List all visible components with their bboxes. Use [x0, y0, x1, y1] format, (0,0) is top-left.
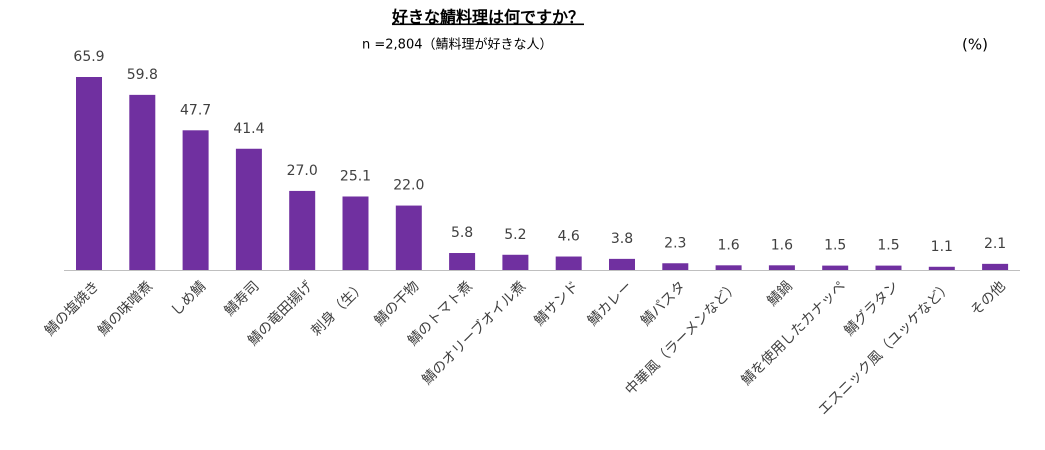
- x-tick-label: 鯖のオリーブオイル煮: [419, 278, 529, 388]
- data-label: 1.6: [771, 237, 793, 253]
- bar: [768, 265, 795, 270]
- bar: [555, 256, 582, 270]
- x-tick-label: 鯖カレー: [585, 278, 636, 329]
- data-label: 27.0: [287, 163, 318, 179]
- x-tick-label: しめ鯖: [168, 278, 209, 319]
- data-label: 4.6: [558, 229, 580, 245]
- data-label: 3.8: [611, 231, 633, 247]
- chart-title: 好きな鯖料理は何ですか？: [391, 8, 584, 27]
- bar: [129, 94, 156, 270]
- x-tick-label: 鯖を使用したカナッペ: [738, 278, 849, 389]
- x-tick-label: 鯖の味噌煮: [95, 278, 156, 339]
- x-tick-label: 鯖パスタ: [638, 278, 689, 329]
- x-tick-label: 鯖鍋: [764, 278, 795, 309]
- bar: [235, 148, 262, 270]
- x-tick-label: 鯖寿司: [221, 278, 263, 320]
- unit-label: (%): [962, 36, 988, 54]
- data-label: 1.5: [824, 238, 846, 254]
- data-label: 5.2: [504, 227, 526, 243]
- x-tick-label: 中華風（ラーメンなど）: [622, 278, 742, 398]
- x-tick-label: 鯖の干物: [372, 278, 423, 329]
- bar: [822, 265, 849, 270]
- bar: [715, 265, 742, 270]
- bar: [182, 130, 209, 270]
- data-label: 65.9: [73, 49, 104, 65]
- bar: [449, 253, 476, 270]
- data-label: 59.8: [127, 67, 158, 83]
- bar: [76, 77, 102, 270]
- bar: [662, 263, 689, 270]
- data-label: 22.0: [393, 178, 424, 194]
- x-tick-label: 鯖の塩焼き: [42, 278, 103, 339]
- bar: [502, 254, 529, 270]
- bar: [289, 190, 316, 270]
- data-label: 5.8: [451, 225, 473, 241]
- data-label: 2.3: [664, 235, 686, 251]
- bar: [875, 265, 902, 270]
- bar: [395, 205, 422, 270]
- bar: [342, 196, 369, 270]
- x-tick-label: 鯖サンド: [531, 278, 582, 329]
- x-tick-label: その他: [968, 278, 1009, 319]
- data-label: 1.5: [877, 238, 899, 254]
- chart-subtitle: n =2,804（鯖料理が好きな人）: [362, 38, 552, 53]
- data-label: 41.4: [233, 121, 264, 137]
- bar: [609, 258, 635, 270]
- data-label: 47.7: [180, 102, 211, 118]
- data-label: 2.1: [984, 236, 1006, 252]
- x-tick-label: 刺身（生）: [308, 278, 369, 339]
- bar: [928, 266, 955, 270]
- data-label: 1.1: [931, 239, 953, 255]
- data-label: 25.1: [340, 168, 371, 184]
- bar: [982, 263, 1009, 270]
- data-label: 1.6: [717, 237, 739, 253]
